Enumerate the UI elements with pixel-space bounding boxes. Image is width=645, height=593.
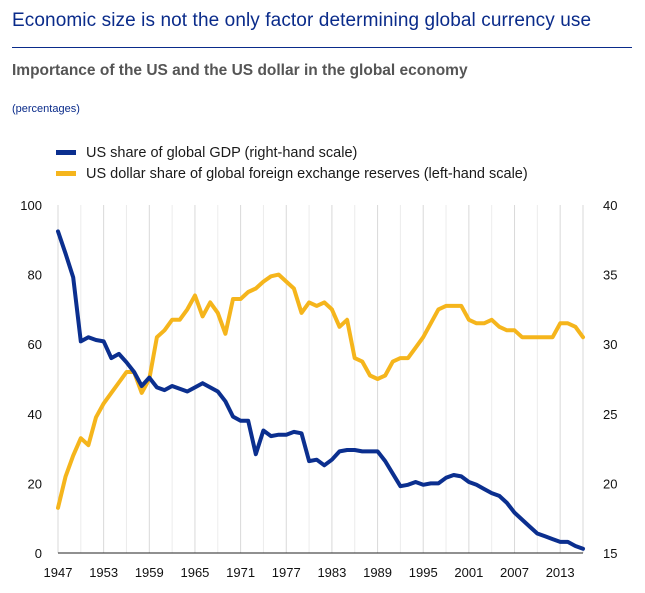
y-right-tick-label: 30 — [603, 337, 617, 352]
y-left-tick-label: 0 — [35, 546, 42, 561]
y-left-tick-label: 20 — [28, 476, 42, 491]
series-lines — [56, 229, 585, 551]
chart-title: Importance of the US and the US dollar i… — [12, 62, 468, 79]
y-right-tick-label: 40 — [603, 198, 617, 213]
y-left-tick-label: 60 — [28, 337, 42, 352]
series-line-reserves — [56, 272, 585, 510]
x-tick-label: 1989 — [363, 565, 392, 580]
heading-divider — [12, 47, 632, 48]
legend-swatch-gdp — [56, 150, 76, 155]
tick-labels: 1947 1953 1959 1965 1971 1977 1983 1989 1995 2001… — [20, 198, 617, 580]
y-right-tick-label: 35 — [603, 268, 617, 283]
chart-subtitle: (percentages) — [12, 103, 80, 115]
x-tick-label: 1947 — [44, 565, 73, 580]
legend-label-gdp: US share of global GDP (right-hand scale… — [86, 144, 358, 161]
legend-item-reserves: US dollar share of global foreign exchan… — [56, 164, 528, 183]
y-left-tick-label: 100 — [20, 198, 42, 213]
x-tick-label: 1971 — [226, 565, 255, 580]
x-tick-label: 2013 — [546, 565, 575, 580]
legend-item-gdp: US share of global GDP (right-hand scale… — [56, 143, 528, 162]
legend-swatch-reserves — [56, 171, 76, 176]
page-heading: Economic size is not the only factor det… — [12, 10, 592, 31]
y-right-tick-label: 20 — [603, 476, 617, 491]
x-tick-label: 1953 — [89, 565, 118, 580]
x-tick-label: 1959 — [135, 565, 164, 580]
chart-legend: US share of global GDP (right-hand scale… — [56, 143, 528, 185]
y-right-tick-label: 25 — [603, 407, 617, 422]
x-tick-label: 2001 — [454, 565, 483, 580]
y-left-tick-label: 40 — [28, 407, 42, 422]
x-tick-label: 1977 — [272, 565, 301, 580]
legend-label-reserves: US dollar share of global foreign exchan… — [86, 165, 528, 182]
x-tick-label: 1983 — [317, 565, 346, 580]
series-line-gdp — [56, 229, 585, 551]
y-left-tick-label: 80 — [28, 268, 42, 283]
grid-lines — [57, 205, 584, 553]
x-tick-label: 1995 — [409, 565, 438, 580]
x-tick-label: 2007 — [500, 565, 529, 580]
x-tick-label: 1965 — [180, 565, 209, 580]
y-right-tick-label: 15 — [603, 546, 617, 561]
